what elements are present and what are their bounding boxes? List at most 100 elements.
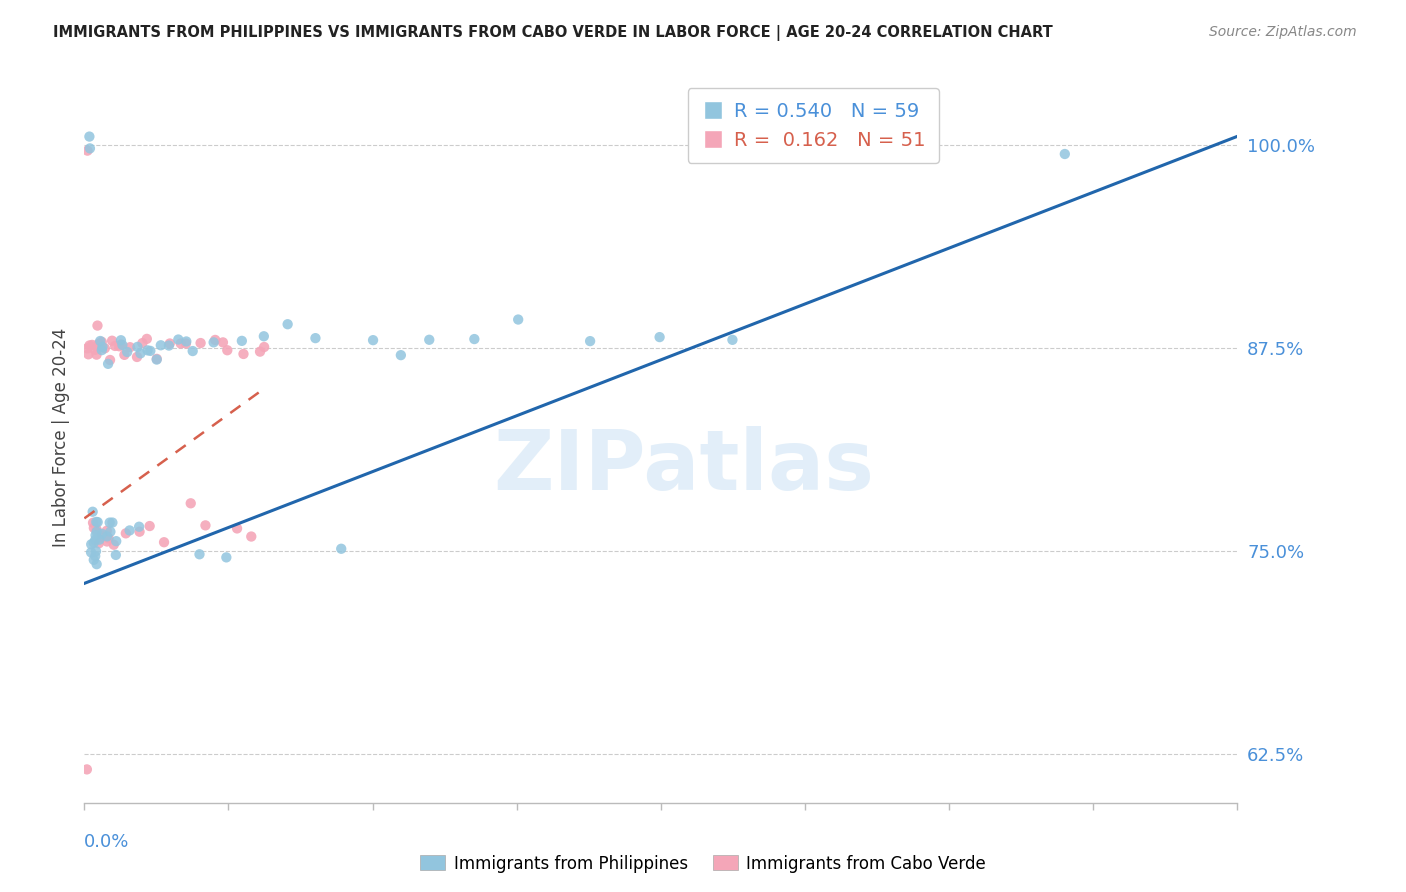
Point xyxy=(86,557,108,571)
Point xyxy=(84,515,107,529)
Point xyxy=(82,505,104,519)
Point xyxy=(174,336,197,351)
Point xyxy=(118,524,141,538)
Point xyxy=(98,516,121,530)
Point xyxy=(138,519,160,533)
Point xyxy=(125,350,148,364)
Point xyxy=(128,524,150,539)
Point xyxy=(215,550,238,565)
Point xyxy=(135,332,157,346)
Point xyxy=(170,336,193,351)
Point xyxy=(145,352,167,367)
Point xyxy=(176,334,198,349)
Point xyxy=(139,343,162,358)
Point xyxy=(194,518,217,533)
Point xyxy=(180,496,202,510)
Point xyxy=(231,334,253,348)
Point xyxy=(253,340,276,354)
Point xyxy=(87,336,110,351)
Point xyxy=(103,538,125,552)
Point xyxy=(721,333,744,347)
Point xyxy=(118,340,141,354)
Point xyxy=(86,318,108,333)
Point xyxy=(97,357,120,371)
Point xyxy=(86,341,108,355)
Legend: Immigrants from Philippines, Immigrants from Cabo Verde: Immigrants from Philippines, Immigrants … xyxy=(413,848,993,880)
Point xyxy=(181,344,204,359)
Point xyxy=(96,534,118,549)
Point xyxy=(86,524,108,539)
Point xyxy=(188,547,211,561)
Point xyxy=(114,526,136,541)
Point xyxy=(87,536,110,550)
Point xyxy=(330,541,353,556)
Point xyxy=(108,339,131,353)
Point xyxy=(277,317,299,331)
Point xyxy=(86,515,108,529)
Point xyxy=(232,347,254,361)
Text: 0.0%: 0.0% xyxy=(84,833,129,851)
Point xyxy=(86,523,108,537)
Point xyxy=(77,347,100,361)
Point xyxy=(149,338,172,352)
Point xyxy=(76,144,98,158)
Text: Source: ZipAtlas.com: Source: ZipAtlas.com xyxy=(1209,25,1357,39)
Point xyxy=(508,312,530,326)
Point xyxy=(86,348,108,362)
Point xyxy=(91,529,114,543)
Point xyxy=(90,343,112,358)
Point xyxy=(361,333,384,347)
Point xyxy=(80,545,103,559)
Point xyxy=(82,516,104,530)
Point xyxy=(217,343,239,358)
Y-axis label: In Labor Force | Age 20-24: In Labor Force | Age 20-24 xyxy=(52,327,70,547)
Point xyxy=(240,529,263,543)
Point xyxy=(84,549,107,563)
Point xyxy=(418,333,440,347)
Point xyxy=(115,345,138,359)
Point xyxy=(202,335,225,350)
Point xyxy=(167,333,190,347)
Point xyxy=(96,524,118,538)
Point xyxy=(129,346,152,360)
Point xyxy=(104,339,127,353)
Point xyxy=(91,527,114,541)
Point xyxy=(212,335,235,350)
Text: ZIPatlas: ZIPatlas xyxy=(494,425,875,507)
Point xyxy=(127,340,149,354)
Point xyxy=(101,334,124,348)
Point xyxy=(79,338,101,352)
Point xyxy=(90,334,112,349)
Point xyxy=(128,520,150,534)
Point xyxy=(153,535,176,549)
Point xyxy=(131,336,153,351)
Point xyxy=(84,533,107,547)
Point xyxy=(226,521,249,535)
Point xyxy=(463,332,485,346)
Point xyxy=(94,341,117,355)
Point xyxy=(82,338,104,352)
Text: IMMIGRANTS FROM PHILIPPINES VS IMMIGRANTS FROM CABO VERDE IN LABOR FORCE | AGE 2: IMMIGRANTS FROM PHILIPPINES VS IMMIGRANT… xyxy=(53,25,1053,41)
Point xyxy=(104,548,127,562)
Point xyxy=(648,330,671,344)
Point xyxy=(83,553,105,567)
Point xyxy=(97,531,120,545)
Legend: R = 0.540   N = 59, R =  0.162   N = 51: R = 0.540 N = 59, R = 0.162 N = 51 xyxy=(688,88,939,163)
Point xyxy=(112,348,135,362)
Point xyxy=(84,528,107,542)
Point xyxy=(111,338,134,352)
Point xyxy=(204,333,226,347)
Point xyxy=(96,529,118,543)
Point xyxy=(80,537,103,551)
Point xyxy=(1053,147,1076,161)
Point xyxy=(249,344,271,359)
Point xyxy=(83,521,105,535)
Point xyxy=(579,334,602,348)
Point xyxy=(100,524,122,539)
Point xyxy=(190,336,212,351)
Point xyxy=(157,338,180,352)
Point xyxy=(76,341,98,355)
Point xyxy=(79,141,101,155)
Point xyxy=(98,353,121,368)
Point xyxy=(304,331,326,345)
